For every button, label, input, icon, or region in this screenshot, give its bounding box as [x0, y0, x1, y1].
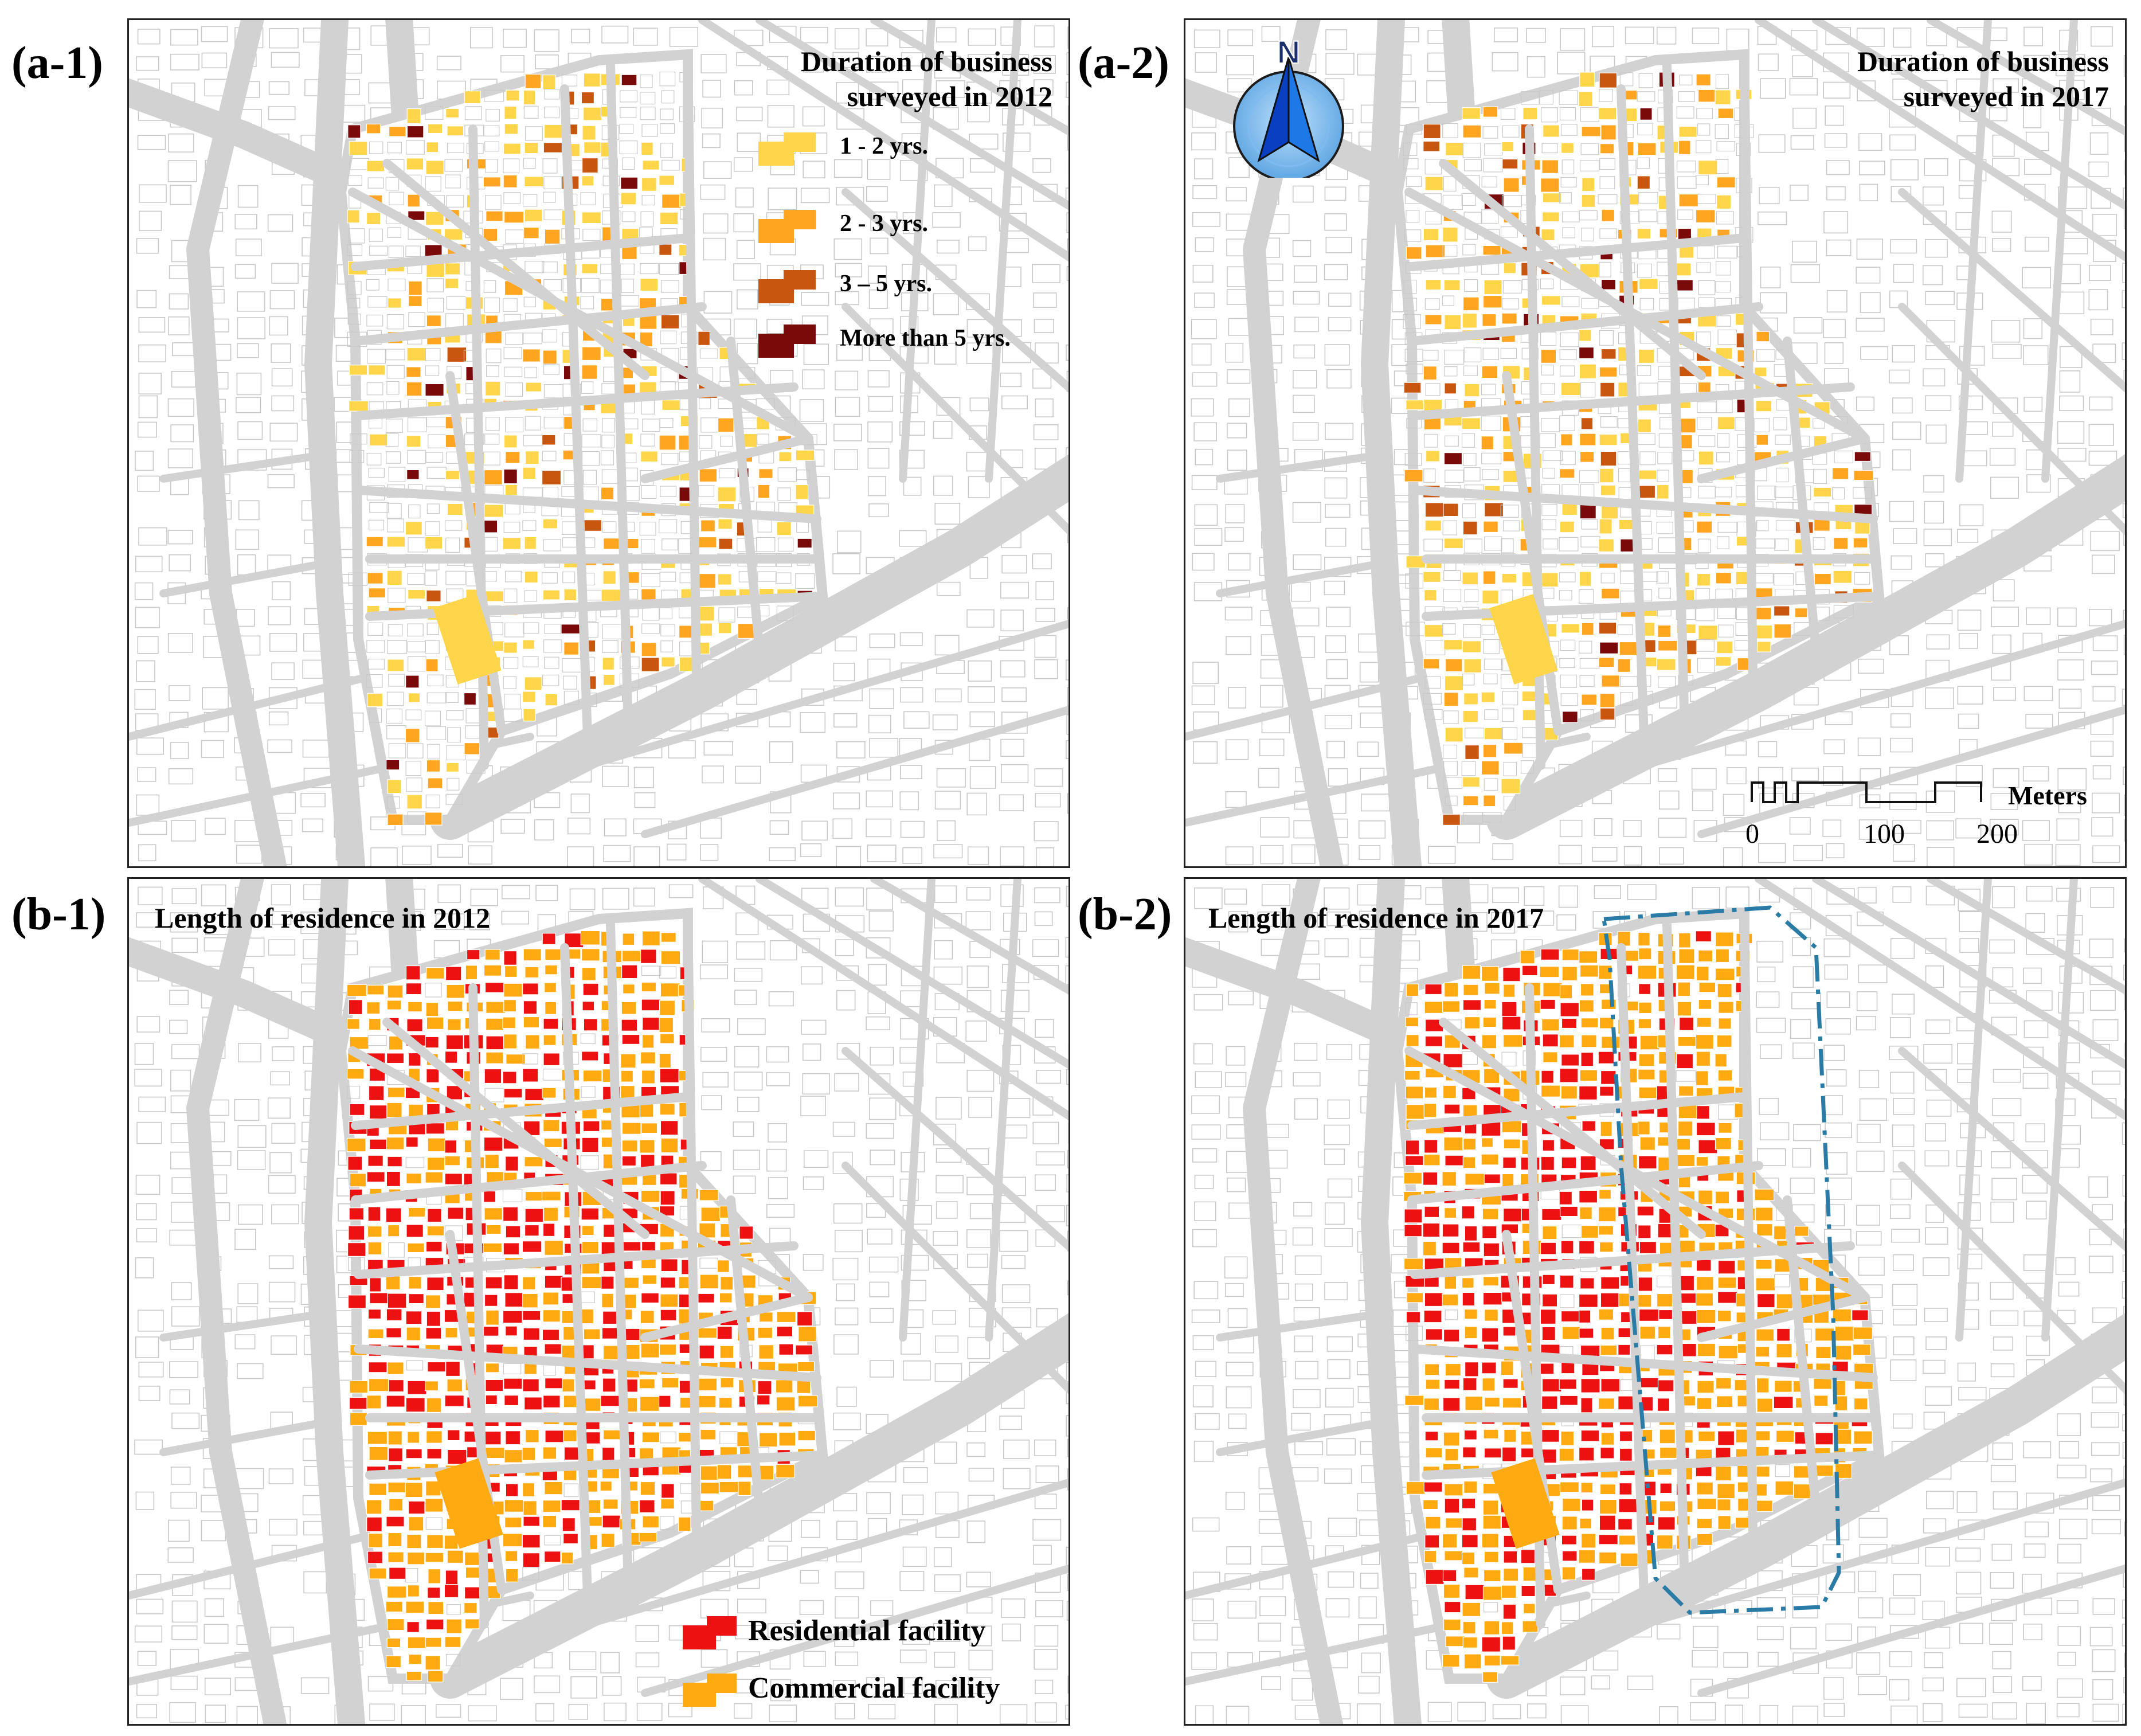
map-canvas: [129, 20, 1068, 866]
swatch-shape: [758, 210, 816, 243]
scale-tick-200: 200: [1976, 819, 2018, 849]
change-area-boundary: [1602, 905, 1841, 1615]
title-line-2: surveyed in 2012: [847, 80, 1052, 112]
legend-swatch: [683, 1674, 737, 1707]
scale-tick-0: 0: [1745, 819, 1759, 849]
map-panel-b1: Length of residence in 2012 Residential …: [127, 877, 1070, 1726]
title-line-2: surveyed in 2017: [1903, 80, 2109, 112]
basemap: [129, 879, 1068, 1724]
legend-label: Commercial facility: [748, 1672, 1000, 1704]
title-line-1: Duration of business: [801, 45, 1052, 77]
panel-title: Duration of business surveyed in 2012: [801, 44, 1052, 114]
map-canvas: [1185, 20, 2125, 866]
swatch-shape: [758, 132, 816, 166]
title-line-1: Length of residence in 2017: [1208, 902, 1544, 934]
buildings: [346, 909, 827, 1683]
compass-letter: N: [1277, 40, 1300, 70]
map-canvas: [1185, 879, 2125, 1724]
panel-label-a1: (a-1): [11, 38, 103, 88]
buildings: [1403, 909, 1884, 1683]
legend-swatch: [758, 270, 816, 303]
scale-tick-100: 100: [1864, 819, 1905, 849]
panel-title: Length of residence in 2012: [155, 901, 490, 936]
swatch-shape: [683, 1674, 737, 1707]
scale-unit: Meters: [2008, 781, 2087, 810]
legend-label: More than 5 yrs.: [840, 325, 1011, 351]
panel-label-a2: (a-2): [1078, 38, 1169, 88]
swatch-shape: [683, 1616, 737, 1649]
legend-label: 1 - 2 yrs.: [840, 133, 928, 159]
legend-label: 2 - 3 yrs.: [840, 210, 928, 237]
legend-label: 3 – 5 yrs.: [840, 271, 932, 297]
legend-swatch: [683, 1616, 737, 1649]
basemap: [1185, 879, 2125, 1724]
title-line-1: Length of residence in 2012: [155, 902, 491, 934]
legend-swatch: [758, 210, 816, 243]
buildings: [347, 50, 827, 826]
legend-swatch: [758, 324, 816, 358]
panel-title: Length of residence in 2017: [1208, 901, 1544, 936]
scale-bar: 0 100 200 Meters: [1745, 777, 2117, 866]
north-arrow-compass-icon: N: [1233, 40, 1344, 178]
panel-label-b1: (b-1): [11, 889, 106, 940]
title-line-1: Duration of business: [1857, 45, 2109, 77]
swatch-shape: [758, 270, 816, 303]
panel-title: Duration of business surveyed in 2017: [1857, 44, 2109, 114]
buildings: [1403, 50, 1884, 826]
map-canvas: [129, 879, 1068, 1724]
map-panel-a1: Duration of business surveyed in 2012 1 …: [127, 18, 1070, 868]
map-panel-b2: Length of residence in 2017: [1184, 877, 2127, 1726]
scale-bar-graphic: [1751, 781, 1982, 803]
legend-label: Residential facility: [748, 1614, 986, 1647]
legend-swatch: [758, 132, 816, 166]
swatch-shape: [758, 324, 816, 358]
panel-label-b2: (b-2): [1078, 889, 1172, 940]
map-panel-a2: Duration of business surveyed in 2017 N …: [1184, 18, 2127, 868]
